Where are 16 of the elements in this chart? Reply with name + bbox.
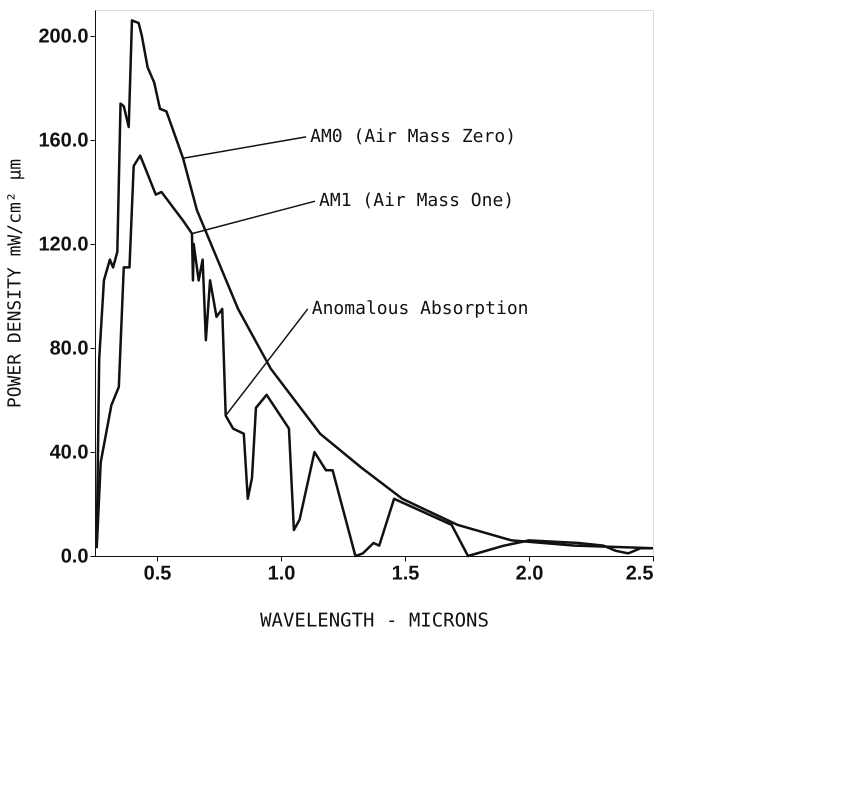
y-axis-title: POWER DENSITY mW/cm² µm — [4, 158, 26, 408]
annotation: AM1 (Air Mass One) — [319, 190, 514, 212]
y-tick-label: 0.0 — [60, 546, 88, 568]
x-tick-label: 2.0 — [516, 562, 544, 584]
x-axis-title: WAVELENGTH - MICRONS — [260, 610, 489, 632]
annotation: AM0 (Air Mass Zero) — [310, 126, 516, 147]
y-tick-label: 40.0 — [50, 442, 88, 464]
x-tick-label: 2.5 — [626, 562, 654, 584]
y-tick-label: 160.0 — [38, 130, 88, 152]
x-tick-label: 1.0 — [268, 562, 296, 584]
y-tick-label: 80.0 — [50, 338, 88, 360]
annotation: Anomalous Absorption — [312, 298, 529, 319]
y-tick-label: 200.0 — [38, 26, 88, 48]
y-tick-label: 120.0 — [38, 234, 88, 256]
x-tick-label: 1.5 — [392, 562, 420, 584]
x-tick-label: 0.5 — [144, 562, 172, 584]
